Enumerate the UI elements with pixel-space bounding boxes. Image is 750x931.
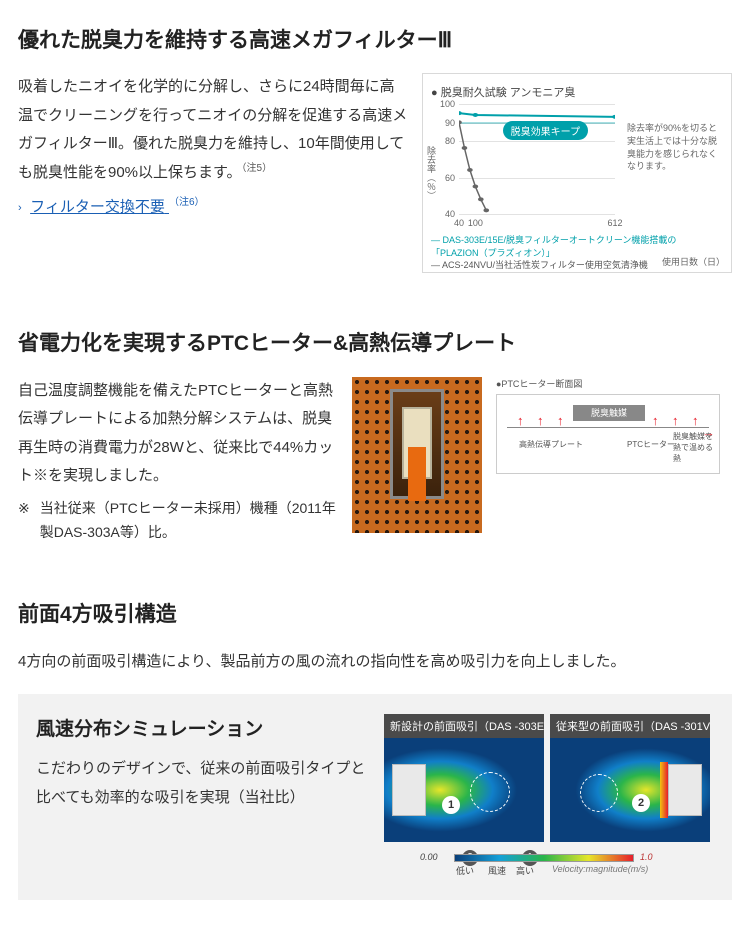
chart-plot-area: 4060809010040100612 脱臭効果キープ [459,104,615,214]
legend-teal-text: DAS-303E/15E/脱臭フィルターオートクリーン機能搭載の「PLAZION… [431,235,676,257]
heat-arrow-icon: ↑ [672,413,679,428]
label-plate: 高熱伝導プレート [519,439,583,450]
sim-row: 風速分布シミュレーション こだわりのデザインで、従来の前面吸引タイプと比べても効… [36,714,714,876]
dash-circle-icon [580,774,618,812]
sim-img-old: 2 [550,738,710,842]
note-text: 当社従来（PTCヒーター未採用）機種（2011年製DAS-303A等）比。 [40,497,338,545]
hot-edge [660,762,668,818]
scale-mid: 風速 [488,864,506,877]
chart-xcaption: 使用日数（日） [662,255,725,268]
s1-body: 吸着したニオイを化学的に分解し、さらに24時間毎に高温でクリーニングを行ってニオ… [18,73,408,187]
ptc-diagram: 脱臭触媒 ↑ ↑ ↑ ↑ ↑ ↑ → 高熱伝導プレート PTCヒーター 脱臭触媒… [496,394,720,474]
heat-arrow-icon: ↑ [537,413,544,428]
heat-arrow-icon: ↑ [652,413,659,428]
sim-cap-new: 新設計の前面吸引（DAS -303E） [384,714,544,738]
ptc-core [408,447,426,501]
sim-body: こだわりのデザインで、従来の前面吸引タイプと比べても効率的な吸引を実現（当社比） [36,755,368,812]
s2-text-col: 自己温度調整機能を備えたPTCヒーターと高熱伝導プレートによる加熱分解システムは… [18,377,338,545]
s1-link-text: フィルター交換不要 [30,199,165,216]
sim-fig-new: 新設計の前面吸引（DAS -303E） 1 [384,714,544,842]
sim-pair: 新設計の前面吸引（DAS -303E） 1 従来型の前面吸引（DAS -301V… [384,714,714,842]
label-heat-desc: 脱臭触媒を熱で温める熱 [673,431,717,464]
unit-icon [668,764,702,816]
section-mega-filter: 優れた脱臭力を維持する高速メガフィルターⅢ 吸着したニオイを化学的に分解し、さら… [18,26,732,273]
scale-min: 0.00 [420,852,438,862]
sim-title: 風速分布シミュレーション [36,714,368,741]
simulation-box: 風速分布シミュレーション こだわりのデザインで、従来の前面吸引タイプと比べても効… [18,694,732,900]
s3-lead: 4方向の前面吸引構造により、製品前方の風の流れの指向性を高め吸引力を向上しました… [18,648,732,677]
scale-unit: Velocity:magnitude(m/s) [552,864,648,874]
s1-link-row: › フィルター交換不要 （注6） [18,193,408,216]
note-symbol: ※ [18,497,30,545]
catalyst-bar: 脱臭触媒 [573,405,645,421]
s1-text-col: 吸着したニオイを化学的に分解し、さらに24時間毎に高温でクリーニングを行ってニオ… [18,73,408,216]
marker-2: 2 [632,794,650,812]
unit-icon [392,764,426,816]
sim-figures: 新設計の前面吸引（DAS -303E） 1 従来型の前面吸引（DAS -301V… [384,714,714,876]
velocity-scale: 0.00 2 1 低い 風速 高い Velocity:magnitude(m/s… [384,848,710,876]
ptc-cutaway-figure [352,377,482,533]
sim-fig-old: 従来型の前面吸引（DAS -301V） 2 [550,714,710,842]
filter-no-replace-link[interactable]: フィルター交換不要 [30,199,169,216]
section-4way-intake: 前面4方吸引構造 4方向の前面吸引構造により、製品前方の風の流れの指向性を高め吸… [18,600,732,900]
durability-chart: ● 脱臭耐久試験 アンモニア臭 除去率（％） 40608090100401006… [422,73,732,273]
heat-arrow-icon: ↑ [517,413,524,428]
chart-side-note: 除去率が90%を切ると実生活上では十分な脱臭能力を感じられなくなります。 [627,122,725,172]
s2-row: 自己温度調整機能を備えたPTCヒーターと高熱伝導プレートによる加熱分解システムは… [18,377,732,545]
chart-title: ● 脱臭耐久試験 アンモニア臭 [431,84,723,100]
ptc-cross-caption: ●PTCヒーター断面図 [496,377,720,390]
s1-heading: 優れた脱臭力を維持する高速メガフィルターⅢ [18,26,732,55]
s1-row: 吸着したニオイを化学的に分解し、さらに24時間毎に高温でクリーニングを行ってニオ… [18,73,732,273]
s3-heading: 前面4方吸引構造 [18,600,732,629]
scale-high: 高い [516,864,534,877]
s2-note: ※ 当社従来（PTCヒーター未採用）機種（2011年製DAS-303A等）比。 [18,497,338,545]
sim-text-col: 風速分布シミュレーション こだわりのデザインで、従来の前面吸引タイプと比べても効… [36,714,368,818]
marker-1: 1 [442,796,460,814]
sim-cap-old: 従来型の前面吸引（DAS -301V） [550,714,710,738]
s1-link-sup: （注6） [169,197,205,208]
scale-max: 1.0 [640,852,653,862]
s1-body-text: 吸着したニオイを化学的に分解し、さらに24時間毎に高温でクリーニングを行ってニオ… [18,78,407,181]
s2-heading: 省電力化を実現するPTCヒーター&高熱伝導プレート [18,329,732,358]
scale-low: 低い [456,864,474,877]
ptc-cross-section: ●PTCヒーター断面図 脱臭触媒 ↑ ↑ ↑ ↑ ↑ ↑ → 高熱伝導プレート … [496,377,720,474]
heat-arrow-icon: ↑ [692,413,699,428]
label-heater: PTCヒーター [627,439,675,450]
s2-body: 自己温度調整機能を備えたPTCヒーターと高熱伝導プレートによる加熱分解システムは… [18,377,338,491]
dash-circle-icon [470,772,510,812]
s1-body-sup: （注5） [242,163,273,174]
sim-img-new: 1 [384,738,544,842]
legend-gray-text: ACS-24NVU/当社活性炭フィルター使用空気清浄機 [442,260,648,270]
scale-gradient-bar [454,854,634,862]
keep-effect-pill: 脱臭効果キープ [503,121,588,140]
heat-arrow-icon: ↑ [557,413,564,428]
chevron-right-icon: › [18,202,22,214]
section-ptc-heater: 省電力化を実現するPTCヒーター&高熱伝導プレート 自己温度調整機能を備えたPT… [18,329,732,544]
